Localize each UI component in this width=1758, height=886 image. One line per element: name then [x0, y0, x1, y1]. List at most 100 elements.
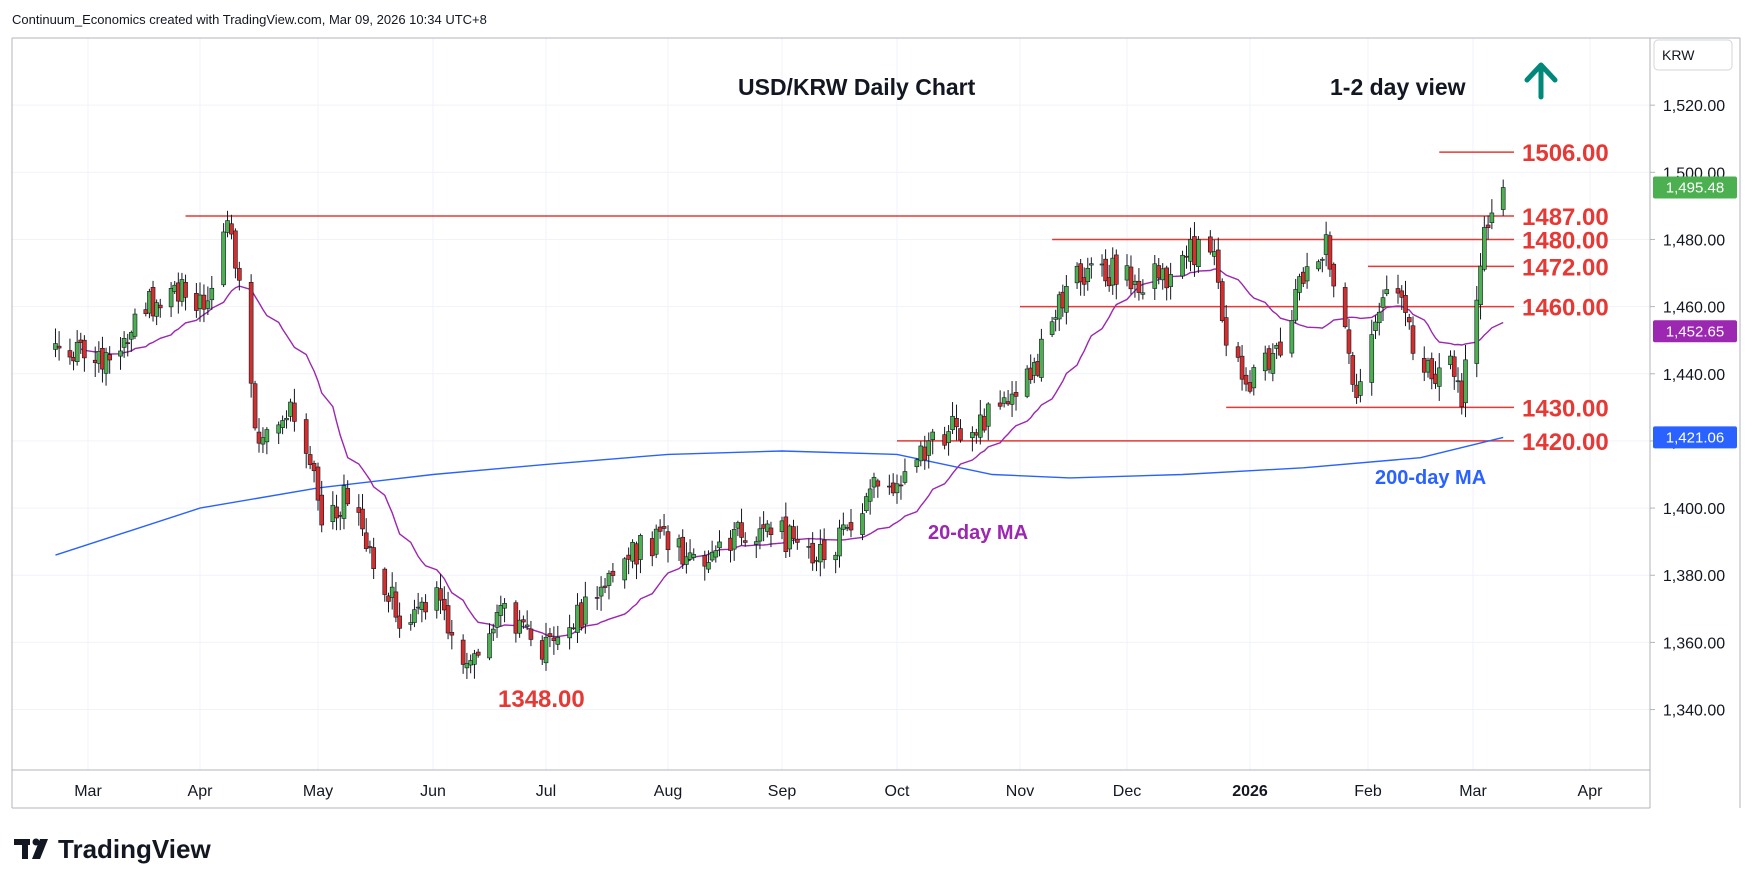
candle-body-down [810, 542, 815, 564]
candle [371, 537, 376, 579]
candle-body-down [449, 632, 455, 636]
candle [848, 508, 854, 538]
candle [237, 261, 242, 291]
candle-body-down [602, 585, 608, 588]
x-tick-label: Mar [74, 783, 102, 800]
candle-body-down [150, 287, 156, 317]
candle [1215, 237, 1221, 290]
level-label: 1472.00 [1522, 254, 1609, 281]
candle [118, 337, 123, 370]
candle [739, 508, 744, 546]
candle-body-down [702, 555, 708, 567]
chart-title: USD/KRW Daily Chart [738, 74, 976, 100]
candle [132, 308, 138, 340]
candle-body-up [630, 541, 635, 562]
candle-body-up [412, 609, 417, 623]
x-tick-label: Sep [768, 783, 797, 800]
candle-body-up [132, 313, 138, 337]
candle [517, 610, 522, 638]
candle-body-up [1132, 280, 1138, 285]
candle-body-up [1380, 297, 1386, 308]
candle-body-up [408, 622, 414, 625]
candle-body-down [1243, 374, 1249, 385]
candle [1406, 313, 1412, 330]
candle [606, 570, 612, 600]
candle [1168, 262, 1173, 300]
candle-body-up [472, 653, 477, 665]
candle [494, 604, 500, 638]
candle-body-down [579, 602, 584, 628]
price-box [1653, 426, 1737, 449]
candle [742, 532, 748, 547]
candle-body-up [1358, 381, 1363, 396]
candle-body-up [598, 586, 604, 597]
candle [594, 586, 600, 610]
candle [1478, 253, 1483, 320]
candle-body-down [821, 539, 827, 560]
candle [657, 519, 663, 539]
candle-body-up [490, 628, 496, 634]
candle [56, 331, 62, 361]
x-tick-label: 2026 [1232, 783, 1268, 800]
currency-label: KRW [1662, 47, 1695, 63]
candle-body-up [1369, 334, 1375, 383]
candle [150, 280, 156, 322]
candle-body-down [661, 526, 667, 529]
candle [543, 622, 549, 671]
candle-body-up [543, 636, 549, 664]
x-tick-label: Dec [1113, 783, 1141, 800]
candle [833, 551, 838, 574]
candle-body-up [1293, 289, 1298, 321]
candle-body-down [107, 354, 112, 361]
candle-body-down [1005, 401, 1011, 405]
candle-body-up [1384, 289, 1390, 295]
candle-body-up [1376, 311, 1382, 324]
candle-body-down [1136, 280, 1142, 293]
candle-body-down [898, 484, 904, 487]
candle-body-up [841, 524, 846, 530]
candle [1180, 250, 1185, 279]
candle-body-down [1433, 373, 1438, 384]
candle [661, 514, 667, 536]
candle-body-up [1124, 265, 1130, 281]
candle [598, 576, 604, 611]
candle-body-down [680, 536, 686, 565]
candle [183, 274, 188, 311]
candle-body-up [517, 619, 522, 634]
candle-body-down [1421, 358, 1427, 373]
header-credit: Continuum_Economics created with Trading… [12, 12, 487, 27]
candle-body-down [233, 230, 238, 269]
candle [1103, 249, 1108, 287]
candle [125, 333, 131, 357]
candle [1304, 252, 1310, 289]
candle-body-down [887, 485, 892, 488]
candle-body-down [201, 294, 207, 310]
candle [441, 586, 447, 621]
candle-body-up [567, 627, 572, 639]
candle-body-up [860, 513, 865, 535]
candle-body-up [154, 302, 159, 317]
candle-body-down [1342, 287, 1348, 328]
currency-box[interactable] [1653, 39, 1733, 71]
candle [1399, 285, 1405, 310]
candle-body-up [837, 527, 842, 557]
candle [472, 649, 477, 679]
candle-body-down [1114, 254, 1119, 285]
candle-body-down [954, 417, 959, 428]
candle-body-up [1373, 321, 1378, 331]
candle [902, 458, 908, 485]
candle [1482, 216, 1487, 272]
candle-body-down [742, 540, 748, 543]
candle-body-up [1274, 345, 1279, 349]
candle-body-up [787, 525, 792, 550]
candle [898, 475, 904, 500]
candle [1342, 282, 1348, 329]
candle-body-down [922, 446, 928, 461]
candle-body-up [1270, 353, 1276, 374]
candle [768, 521, 774, 548]
candle [460, 634, 466, 674]
candle-body-up [918, 445, 924, 462]
candle [248, 274, 254, 398]
candle-body-down [397, 615, 402, 629]
